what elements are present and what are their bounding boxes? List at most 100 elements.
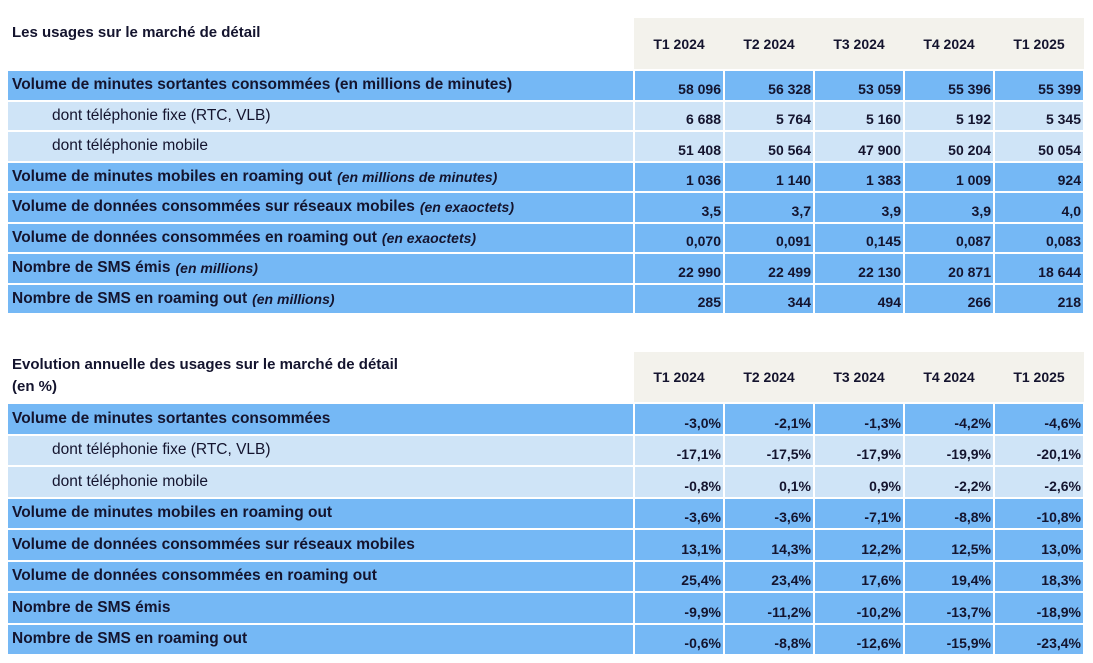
value-cell: 13,0%	[995, 530, 1083, 560]
value-cell: 19,4%	[905, 561, 993, 591]
value-cell: -13,7%	[905, 593, 993, 623]
column-headers: T1 2024 T2 2024 T3 2024 T4 2024 T1 2025	[634, 18, 1084, 69]
row-label-text: Volume de données consommées en roaming …	[12, 228, 377, 246]
value-cell: 13,1%	[635, 530, 723, 560]
value-cell: -4,6%	[995, 404, 1083, 434]
value-cell: 47 900	[815, 132, 903, 161]
column-header: T1 2024	[653, 35, 705, 52]
value-cell: -8,8%	[725, 624, 813, 654]
value-cell: -18,9%	[995, 593, 1083, 623]
table-title: Evolution annuelle des usages sur le mar…	[8, 352, 632, 402]
row-label: dont téléphonie mobile	[8, 467, 633, 497]
table-title: Les usages sur le marché de détail	[12, 24, 261, 41]
value-cell: 0,145	[815, 223, 903, 252]
value-cell: -17,9%	[815, 435, 903, 465]
value-cell: -3,0%	[635, 404, 723, 434]
value-cell: 3,9	[905, 193, 993, 222]
value-cell: -4,2%	[905, 404, 993, 434]
row-label-text: Volume de données consommées sur réseaux…	[12, 535, 415, 553]
row-label-text: dont téléphonie fixe (RTC, VLB)	[52, 441, 271, 459]
table-title-text: Evolution annuelle des usages sur le mar…	[12, 356, 398, 373]
table-row: dont téléphonie mobile -0,8% 0,1% 0,9% -2,2%…	[8, 467, 1084, 497]
row-label-text: Nombre de SMS émis	[12, 259, 171, 277]
row-unit: (en millions de minutes)	[337, 168, 498, 185]
value-cell: -8,8%	[905, 498, 993, 528]
value-cell: 0,070	[635, 223, 723, 252]
value-cell: -12,6%	[815, 624, 903, 654]
value-cell: -0,8%	[635, 467, 723, 497]
row-label-text: Volume de données consommées sur réseaux…	[12, 198, 415, 216]
value-cell: 266	[905, 284, 993, 313]
value-cell: 51 408	[635, 132, 723, 161]
value-cell: 50 564	[725, 132, 813, 161]
row-unit: (en millions)	[252, 290, 335, 307]
row-label: Nombre de SMS en roaming out	[8, 624, 633, 654]
value-cell: 50 054	[995, 132, 1083, 161]
value-cell: 5 192	[905, 101, 993, 130]
value-cell: 1 009	[905, 162, 993, 191]
value-cell: 218	[995, 284, 1083, 313]
value-cell: 20 871	[905, 254, 993, 283]
value-cell: -17,5%	[725, 435, 813, 465]
column-headers: T1 2024 T2 2024 T3 2024 T4 2024 T1 2025	[634, 352, 1084, 402]
table-row: Volume de minutes mobiles en roaming out…	[8, 162, 1084, 191]
row-label: Nombre de SMS émis	[8, 593, 633, 623]
row-label: Nombre de SMS en roaming out (en millions…	[8, 284, 633, 313]
row-label-text: Nombre de SMS en roaming out	[12, 289, 248, 307]
value-cell: -23,4%	[995, 624, 1083, 654]
table-row: Volume de minutes sortantes consommées (…	[8, 71, 1084, 100]
table-row: dont téléphonie fixe (RTC, VLB) 6 688 5 76…	[8, 101, 1084, 130]
value-cell: 1 140	[725, 162, 813, 191]
value-cell: -15,9%	[905, 624, 993, 654]
row-label: dont téléphonie fixe (RTC, VLB)	[8, 101, 633, 130]
value-cell: 55 399	[995, 71, 1083, 100]
value-cell: 12,2%	[815, 530, 903, 560]
value-cell: 0,087	[905, 223, 993, 252]
row-unit: (en exaoctets)	[419, 199, 515, 216]
column-header: T4 2024	[923, 35, 975, 52]
row-label: Volume de minutes mobiles en roaming out…	[8, 162, 633, 191]
row-label-text: dont téléphonie mobile	[52, 472, 208, 490]
column-header: T3 2024	[833, 35, 885, 52]
table-subtitle: (en %)	[12, 378, 57, 395]
value-cell: -11,2%	[725, 593, 813, 623]
table-row: dont téléphonie fixe (RTC, VLB) -17,1% -17…	[8, 435, 1084, 465]
value-cell: -9,9%	[635, 593, 723, 623]
row-label-text: Nombre de SMS en roaming out	[12, 630, 248, 648]
row-label-text: Volume de minutes mobiles en roaming out	[12, 167, 333, 185]
value-cell: 1 383	[815, 162, 903, 191]
value-cell: -1,3%	[815, 404, 903, 434]
column-header: T3 2024	[833, 369, 885, 385]
row-label-text: Volume de données consommées en roaming …	[12, 567, 377, 585]
value-cell: 1 036	[635, 162, 723, 191]
table-row: Volume de données consommées sur réseaux…	[8, 530, 1084, 560]
value-cell: 12,5%	[905, 530, 993, 560]
value-cell: 22 990	[635, 254, 723, 283]
value-cell: 22 130	[815, 254, 903, 283]
row-unit: (en exaoctets)	[381, 229, 477, 246]
row-label: Volume de minutes mobiles en roaming out	[8, 498, 633, 528]
row-label: Volume de données consommées en roaming …	[8, 223, 633, 252]
column-header: T1 2025	[1013, 369, 1065, 385]
value-cell: -10,8%	[995, 498, 1083, 528]
value-cell: 18,3%	[995, 561, 1083, 591]
row-label-text: Volume de minutes sortantes consommées (…	[12, 76, 513, 94]
value-cell: 285	[635, 284, 723, 313]
column-header: T2 2024	[743, 35, 795, 52]
value-cell: -2,1%	[725, 404, 813, 434]
value-cell: 3,5	[635, 193, 723, 222]
table-row: Nombre de SMS en roaming out -0,6% -8,8% -1…	[8, 624, 1084, 654]
table-header: Les usages sur le marché de détail T1 20…	[8, 18, 1084, 69]
value-cell: 17,6%	[815, 561, 903, 591]
row-label: Nombre de SMS émis (en millions)	[8, 254, 633, 283]
value-cell: 18 644	[995, 254, 1083, 283]
value-cell: 0,9%	[815, 467, 903, 497]
table-row: Volume de données consommées en roaming …	[8, 561, 1084, 591]
value-cell: -20,1%	[995, 435, 1083, 465]
value-cell: 14,3%	[725, 530, 813, 560]
value-cell: 58 096	[635, 71, 723, 100]
value-cell: 50 204	[905, 132, 993, 161]
value-cell: 0,091	[725, 223, 813, 252]
row-label: dont téléphonie mobile	[8, 132, 633, 161]
row-label: Volume de données consommées sur réseaux…	[8, 530, 633, 560]
